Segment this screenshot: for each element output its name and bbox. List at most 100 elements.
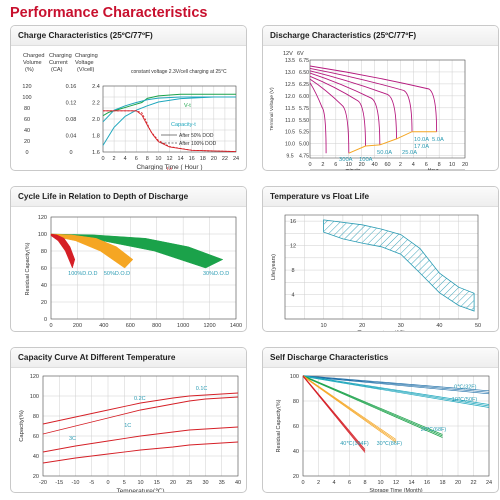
x-axis-label: Cycle Time [129, 331, 159, 332]
tick-label: 120 [38, 215, 47, 221]
tick-label: 120 [30, 374, 39, 380]
tick-label: 100 [22, 95, 31, 101]
legend-label: After 100% DOD [179, 141, 217, 147]
y-axis-label: Capacity(%) [19, 410, 25, 442]
tick-label: 5 [123, 480, 126, 486]
tick-label: 20 [462, 162, 468, 168]
series-label: 50.0A [377, 150, 392, 156]
tick-label: 0.16 [66, 84, 77, 90]
x-axis-label: Temperature(℃) [357, 330, 405, 332]
tick-label: 100 [38, 232, 47, 238]
tick-label: 60 [293, 424, 299, 430]
y-axis-label: Residual Capacity(%) [276, 399, 282, 452]
tick-label: 10 [377, 480, 383, 486]
tick-label: 18 [200, 156, 206, 162]
series-line [309, 67, 413, 132]
tick-label: 16 [189, 156, 195, 162]
discharge-panel: Discharge Characteristics (25ºC/77ºF) 12… [262, 25, 499, 171]
tick-label: 2.2 [92, 101, 100, 107]
series-line [309, 82, 327, 154]
tick-label: 13.5 [285, 58, 295, 64]
tick-label: 2 [399, 162, 402, 168]
tick-label: 4.75 [299, 154, 309, 160]
y-axis-label: Terminal Voltage (V) [269, 87, 275, 131]
tick-label: 800 [152, 323, 161, 329]
tick-label: 20 [359, 162, 365, 168]
tick-label: 400 [99, 323, 108, 329]
series-label: 17.0A [414, 144, 429, 150]
tick-label: 600 [126, 323, 135, 329]
capacity-temp-chart: 20 40 60 80 100 120 -20 -15 -10 -5 0 5 10 15 20 25 30 35 4… [19, 374, 241, 492]
series-line [302, 375, 443, 437]
tick-label: 20 [293, 474, 299, 480]
series-label: 30℃(86F) [377, 441, 403, 447]
series-label: 20℃(68F) [421, 427, 447, 433]
tick-label: 1200 [203, 323, 215, 329]
plot-frame [50, 216, 237, 320]
axis-header: Volume [23, 60, 42, 66]
tick-label: -20 [39, 480, 47, 486]
charge-panel: Charge Characteristics (25ºC/77ºF) Charg… [10, 25, 247, 171]
series-label: 0℃(32F) [454, 385, 477, 391]
tick-label: 6.00 [299, 94, 309, 100]
series-label: 1C [124, 423, 131, 429]
series-line [42, 426, 239, 453]
tick-label: 0 [308, 162, 311, 168]
series-label: 0.1C [196, 386, 208, 392]
series-line [302, 375, 490, 393]
tick-label: 6.50 [299, 70, 309, 76]
tick-label: 22 [222, 156, 228, 162]
series-label: 10.0A [414, 137, 429, 143]
tick-label: 4 [332, 480, 335, 486]
tick-label: 50 [475, 323, 481, 329]
axis-header: 6V [297, 51, 304, 57]
plot-frame [309, 59, 466, 159]
tick-label: 0 [25, 150, 28, 156]
series-line [302, 375, 490, 405]
series-line [302, 375, 366, 450]
tick-label: 0 [49, 323, 52, 329]
tick-label: 9.5 [286, 154, 293, 160]
x-axis-label: Charging Time ( Hour ) [136, 164, 202, 171]
tick-label: 20 [24, 139, 30, 145]
tick-label: 13.0 [285, 70, 295, 76]
tick-label: 0.04 [66, 134, 77, 140]
tick-label: 80 [33, 414, 39, 420]
tick-label: 0 [44, 317, 47, 323]
tick-label: 30 [202, 480, 208, 486]
tick-label: 0.08 [66, 117, 77, 123]
tick-label: 20 [211, 156, 217, 162]
tick-label: 6 [425, 162, 428, 168]
tick-label: 2 [317, 480, 320, 486]
tick-label: 10 [449, 162, 455, 168]
x-axis-label: Storage Time (Month) [369, 488, 422, 493]
tick-label: 0.12 [66, 101, 77, 107]
plot-frame [302, 375, 490, 477]
capacity-temp-panel: Capacity Curve At Different Temperature … [10, 347, 247, 493]
tick-label: 18 [439, 480, 445, 486]
series-line [309, 78, 350, 154]
series-label: I-t [167, 167, 172, 171]
tick-label: 2 [113, 156, 116, 162]
series-label: V-t [184, 103, 191, 109]
panel-title: Capacity Curve At Different Temperature [11, 348, 246, 368]
series-label: 25.0A [402, 150, 417, 156]
tick-label: 80 [293, 399, 299, 405]
tick-label: 1000 [177, 323, 189, 329]
cycle-panel: Cycle Life in Relation to Depth of Disch… [10, 186, 247, 332]
tick-label: 100 [30, 394, 39, 400]
tick-label: 2.0 [92, 117, 100, 123]
series-line [103, 110, 237, 153]
tick-label: 14 [178, 156, 184, 162]
axis-header: Charging [75, 53, 98, 59]
tick-label: 20 [455, 480, 461, 486]
plot-frame [284, 214, 479, 320]
tick-label: 5.25 [299, 130, 309, 136]
series-line [309, 65, 438, 132]
series-line [302, 376, 490, 408]
tick-label: 0 [101, 156, 104, 162]
tick-label: 40 [372, 162, 378, 168]
series-line [42, 396, 239, 435]
tick-label: 40 [24, 128, 30, 134]
